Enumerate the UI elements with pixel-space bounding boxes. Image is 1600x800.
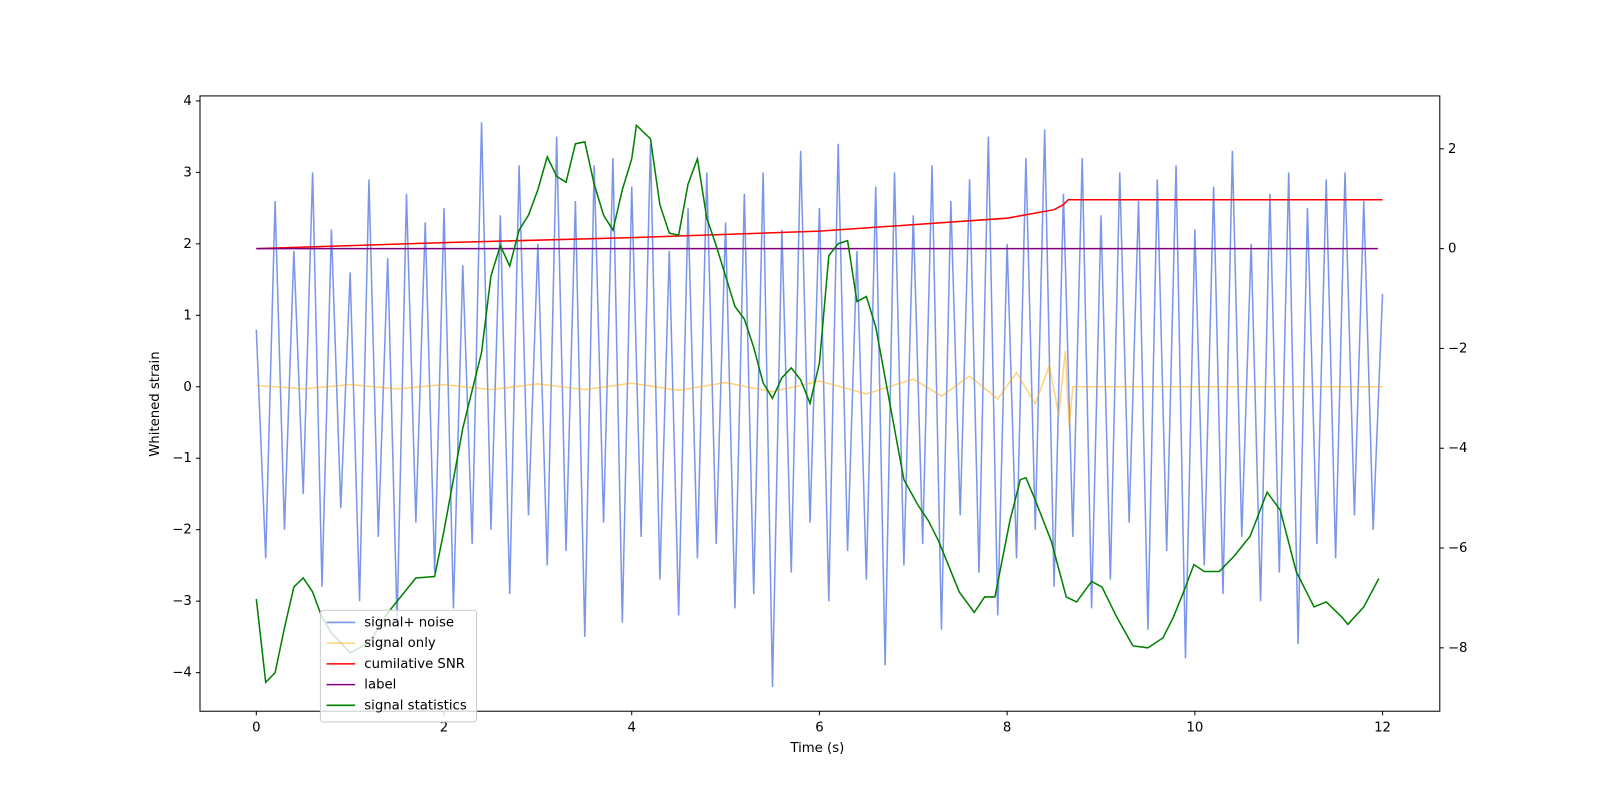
legend: signal+ noise signal only cumilative SNR la… <box>319 609 478 723</box>
legend-label: label <box>364 678 396 693</box>
x-tick-label: 10 <box>1186 721 1203 736</box>
y2-tick-label: −8 <box>1448 641 1468 656</box>
y2-tick-label: −4 <box>1448 441 1468 456</box>
x-tick-label: 8 <box>1003 721 1011 736</box>
series-line <box>256 350 1383 427</box>
plot-area <box>255 122 1384 687</box>
y-tick-label: 3 <box>183 165 191 180</box>
x-tick-label: 6 <box>815 721 823 736</box>
y2-tick-label: −6 <box>1448 541 1468 556</box>
y-tick-label: −1 <box>172 451 192 466</box>
y-tick-label: −2 <box>172 523 192 538</box>
legend-label: signal+ noise <box>364 615 454 630</box>
y-tick-label: 0 <box>183 380 191 395</box>
x-tick-label: 2 <box>440 721 448 736</box>
legend-label: signal statistics <box>364 698 467 713</box>
series-line <box>255 122 1384 687</box>
x-axis-label: Time (s) <box>789 741 844 756</box>
legend-label: signal only <box>364 636 436 651</box>
x-tick-label: 4 <box>628 721 636 736</box>
y2-tick-label: 2 <box>1448 142 1456 157</box>
y2-tick-label: 0 <box>1448 242 1456 257</box>
x-tick-label: 0 <box>252 721 260 736</box>
y-tick-label: 2 <box>183 237 191 252</box>
series-line <box>255 123 1380 684</box>
series-line <box>256 198 1383 250</box>
y-tick-label: −3 <box>172 594 192 609</box>
legend-label: cumilative SNR <box>364 657 465 672</box>
y-tick-label: −4 <box>172 666 192 681</box>
x-tick-label: 12 <box>1374 721 1391 736</box>
y-axis-label: Whitened strain <box>148 351 163 456</box>
legend-box <box>319 609 478 723</box>
y2-tick-label: −2 <box>1448 341 1468 356</box>
y-tick-label: 4 <box>183 94 191 109</box>
y-tick-label: 1 <box>183 308 191 323</box>
